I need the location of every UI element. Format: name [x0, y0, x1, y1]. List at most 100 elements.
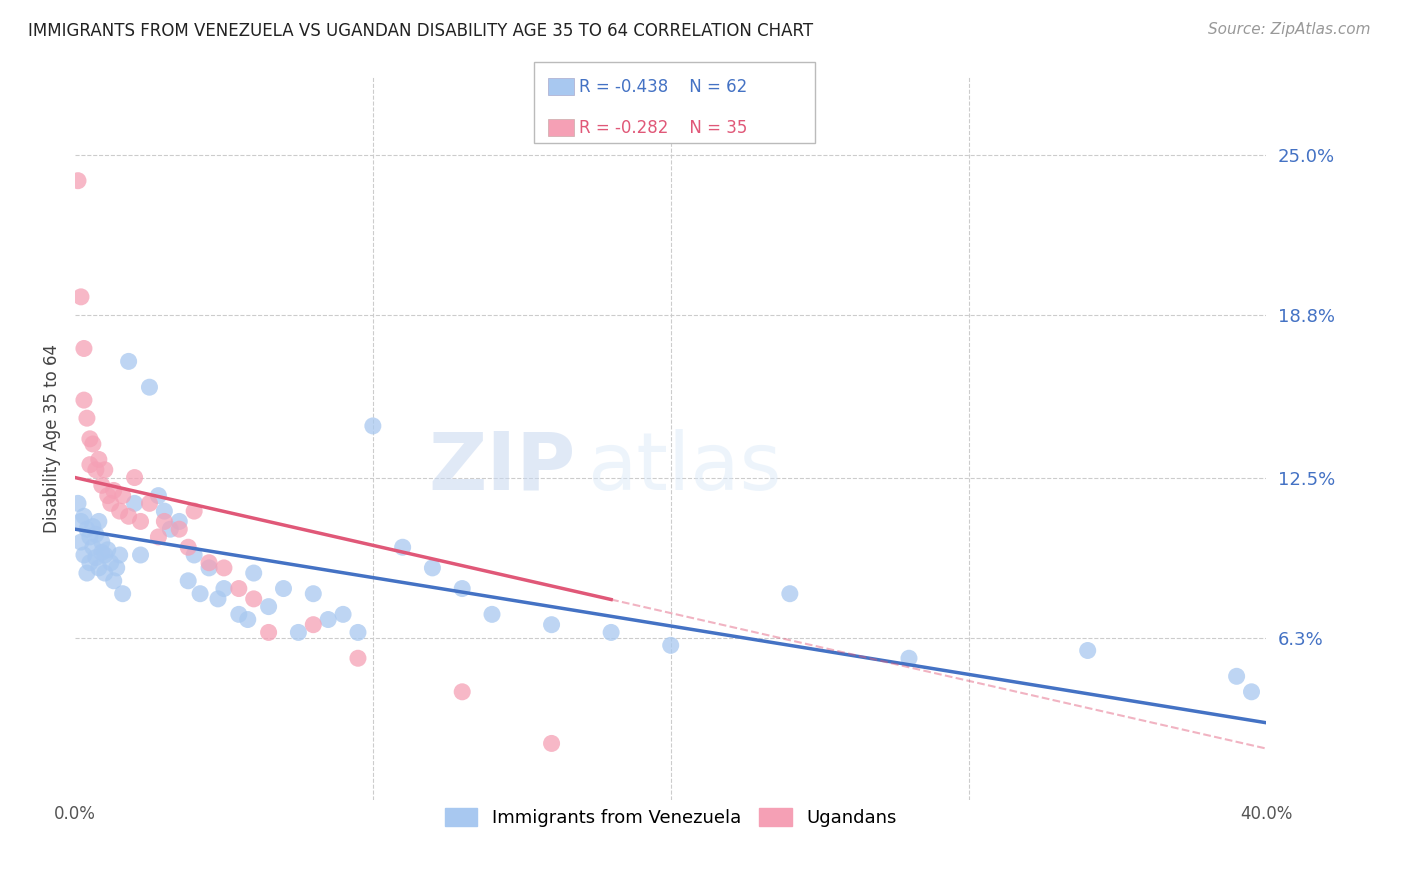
Point: [451, 685, 474, 699]
Point: [108, 504, 131, 518]
Point: [97, 542, 120, 557]
Point: [108, 548, 131, 562]
Point: [82, 519, 104, 533]
Point: [76, 566, 98, 580]
Point: [103, 483, 125, 498]
Point: [111, 489, 134, 503]
Point: [451, 582, 474, 596]
Point: [79, 530, 101, 544]
Point: [87, 452, 110, 467]
Point: [117, 354, 139, 368]
Point: [90, 545, 112, 559]
Point: [84, 463, 107, 477]
Point: [257, 625, 280, 640]
Point: [1226, 669, 1249, 683]
Point: [212, 561, 235, 575]
Point: [105, 561, 128, 575]
Point: [236, 613, 259, 627]
Point: [100, 556, 122, 570]
Point: [73, 509, 96, 524]
Point: [347, 625, 370, 640]
Point: [183, 504, 205, 518]
Point: [287, 625, 309, 640]
Point: [84, 550, 107, 565]
Point: [188, 587, 211, 601]
Point: [87, 515, 110, 529]
Point: [70, 515, 93, 529]
Point: [212, 582, 235, 596]
Point: [70, 535, 93, 549]
Point: [84, 527, 107, 541]
Point: [540, 736, 562, 750]
Point: [124, 496, 146, 510]
Point: [167, 515, 190, 529]
Point: [76, 411, 98, 425]
Text: R = -0.282    N = 35: R = -0.282 N = 35: [579, 119, 748, 136]
Point: [90, 535, 112, 549]
Point: [257, 599, 280, 614]
Point: [183, 548, 205, 562]
Text: ZIP: ZIP: [429, 429, 575, 507]
Point: [129, 515, 152, 529]
Point: [1240, 685, 1263, 699]
Point: [659, 638, 682, 652]
Point: [302, 587, 325, 601]
Point: [97, 489, 120, 503]
Point: [94, 566, 117, 580]
Point: [167, 522, 190, 536]
Point: [138, 380, 160, 394]
Point: [73, 393, 96, 408]
Point: [129, 548, 152, 562]
Point: [159, 522, 181, 536]
Point: [90, 478, 112, 492]
Point: [79, 458, 101, 472]
Point: [273, 582, 295, 596]
Point: [73, 342, 96, 356]
Point: [138, 496, 160, 510]
Point: [153, 504, 176, 518]
Text: IMMIGRANTS FROM VENEZUELA VS UGANDAN DISABILITY AGE 35 TO 64 CORRELATION CHART: IMMIGRANTS FROM VENEZUELA VS UGANDAN DIS…: [28, 22, 813, 40]
Point: [73, 548, 96, 562]
Point: [70, 290, 93, 304]
Point: [94, 548, 117, 562]
Point: [779, 587, 801, 601]
Point: [198, 556, 221, 570]
Point: [242, 566, 264, 580]
Point: [316, 613, 339, 627]
Point: [361, 418, 384, 433]
Point: [600, 625, 623, 640]
Text: Source: ZipAtlas.com: Source: ZipAtlas.com: [1208, 22, 1371, 37]
Point: [117, 509, 139, 524]
Point: [82, 541, 104, 555]
Point: [481, 607, 503, 622]
Point: [540, 617, 562, 632]
Text: R = -0.438    N = 62: R = -0.438 N = 62: [579, 78, 748, 95]
Point: [76, 522, 98, 536]
Point: [66, 496, 89, 510]
Point: [153, 515, 176, 529]
Point: [66, 174, 89, 188]
Point: [198, 561, 221, 575]
Point: [103, 574, 125, 588]
Point: [228, 607, 250, 622]
Point: [898, 651, 921, 665]
Point: [79, 432, 101, 446]
Point: [347, 651, 370, 665]
Point: [94, 463, 117, 477]
Text: atlas: atlas: [588, 429, 782, 507]
Point: [228, 582, 250, 596]
Point: [302, 617, 325, 632]
Point: [332, 607, 354, 622]
Point: [148, 530, 170, 544]
Point: [124, 470, 146, 484]
Point: [148, 489, 170, 503]
Y-axis label: Disability Age 35 to 64: Disability Age 35 to 64: [44, 344, 60, 533]
Point: [87, 561, 110, 575]
Point: [242, 591, 264, 606]
Legend: Immigrants from Venezuela, Ugandans: Immigrants from Venezuela, Ugandans: [437, 801, 904, 835]
Point: [177, 541, 200, 555]
Point: [207, 591, 229, 606]
Point: [100, 496, 122, 510]
Point: [391, 541, 413, 555]
Point: [422, 561, 444, 575]
